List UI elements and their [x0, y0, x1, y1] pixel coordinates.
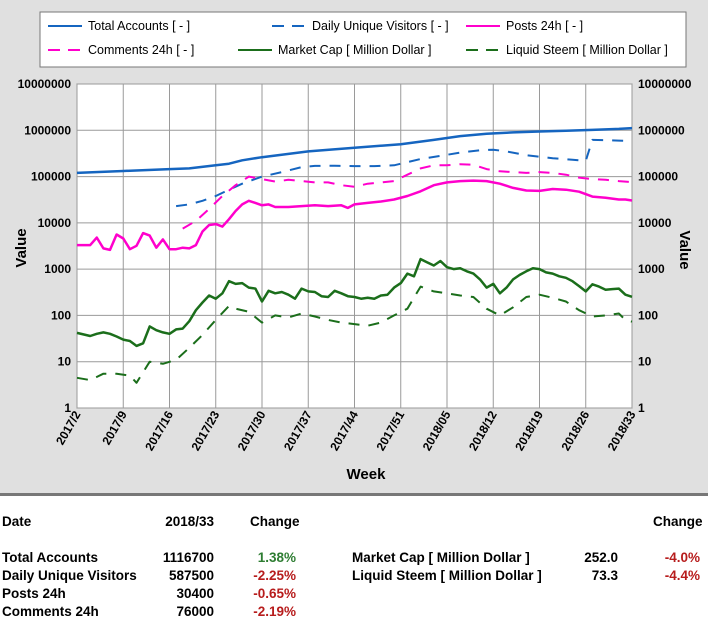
y-tick-label-right: 100000 — [638, 170, 678, 184]
x-tick-label: 2017/44 — [327, 408, 361, 453]
y-tick-label-right: 100 — [638, 308, 658, 322]
stat-label: Total Accounts — [2, 550, 99, 565]
y-tick-label-right: 1000 — [638, 262, 665, 276]
x-tick-label: 2017/16 — [142, 408, 176, 453]
y-tick-label-right: 10000000 — [638, 77, 692, 91]
y-tick-label-left: 1 — [64, 401, 71, 415]
chart-frame: Total Accounts [ - ] Daily Unique Visitor… — [0, 0, 708, 496]
legend-entry: Total Accounts [ - ] — [88, 19, 190, 33]
series-lines — [76, 126, 633, 384]
stat-change: 1.38% — [257, 550, 296, 565]
x-tick-label: 2018/19 — [512, 408, 546, 453]
legend: Total Accounts [ - ] Daily Unique Visitor… — [39, 11, 687, 68]
y-tick-label-left: 100000 — [31, 170, 71, 184]
x-tick-label: 2017/23 — [189, 408, 223, 453]
change-header: Change — [250, 514, 300, 529]
legend-entry: Comments 24h [ - ] — [88, 43, 194, 57]
y-tick-label-right: 1 — [638, 401, 645, 415]
x-tick-label: 2018/12 — [466, 408, 500, 453]
y-axis-title-left: Value — [13, 228, 30, 267]
series-line-4 — [76, 257, 633, 348]
legend-entry: Daily Unique Visitors [ - ] — [312, 19, 449, 33]
x-tick-label: 2018/26 — [559, 408, 593, 453]
stat-label: Comments 24h — [2, 604, 99, 619]
series-line-1 — [175, 138, 633, 208]
x-tick-label: 2017/30 — [235, 408, 269, 453]
date-label: Date — [2, 514, 32, 529]
y-tick-label-left: 1000 — [44, 262, 71, 276]
stat-value: 587500 — [168, 568, 214, 583]
stat-change: -4.4% — [664, 568, 700, 583]
change-header-right: Change — [653, 514, 703, 529]
stat-change: -2.19% — [253, 604, 296, 619]
stats-panel: Date 2018/33 Change Change Total Account… — [0, 496, 708, 624]
y-tick-label-right: 10 — [638, 355, 652, 369]
legend-entry: Posts 24h [ - ] — [506, 19, 583, 33]
x-axis-title: Week — [347, 466, 387, 483]
x-tick-label: 2017/2 — [53, 408, 84, 447]
stat-label: Market Cap [ Million Dollar ] — [352, 550, 530, 565]
y-tick-label-right: 1000000 — [638, 123, 685, 137]
series-line-3 — [182, 163, 633, 230]
legend-entry: Market Cap [ Million Dollar ] — [278, 43, 432, 57]
stat-label: Daily Unique Visitors — [2, 568, 137, 583]
x-tick-label: 2018/33 — [605, 408, 639, 453]
series-line-2 — [77, 179, 633, 252]
y-tick-label-right: 10000 — [638, 216, 672, 230]
stat-change: -0.65% — [253, 586, 296, 601]
date-value: 2018/33 — [165, 514, 214, 529]
stat-change: -2.25% — [253, 568, 296, 583]
y-tick-label-left: 10000 — [38, 216, 72, 230]
legend-box — [39, 11, 687, 68]
y-axis-title-right: Value — [676, 230, 693, 269]
series-line-5 — [76, 285, 633, 384]
y-tick-label-left: 10 — [58, 355, 72, 369]
x-tick-label: 2017/9 — [99, 408, 130, 447]
stat-value: 30400 — [176, 586, 214, 601]
x-tick-label: 2017/37 — [281, 408, 315, 453]
x-tick-label: 2017/51 — [374, 408, 408, 453]
y-tick-label-left: 1000000 — [24, 123, 71, 137]
stat-value: 76000 — [176, 604, 214, 619]
series-line-0 — [76, 126, 633, 175]
stat-value: 1116700 — [162, 550, 214, 565]
stat-value: 252.0 — [584, 550, 618, 565]
line-chart: Total Accounts [ - ] Daily Unique Visitor… — [13, 11, 693, 483]
stat-change: -4.0% — [664, 550, 700, 565]
y-tick-label-left: 10000000 — [18, 77, 72, 91]
stat-label: Posts 24h — [2, 586, 66, 601]
y-tick-label-left: 100 — [51, 308, 71, 322]
legend-entry: Liquid Steem [ Million Dollar ] — [506, 43, 668, 57]
x-tick-label: 2018/05 — [420, 408, 454, 453]
stat-value: 73.3 — [591, 568, 618, 583]
stat-label: Liquid Steem [ Million Dollar ] — [352, 568, 542, 583]
